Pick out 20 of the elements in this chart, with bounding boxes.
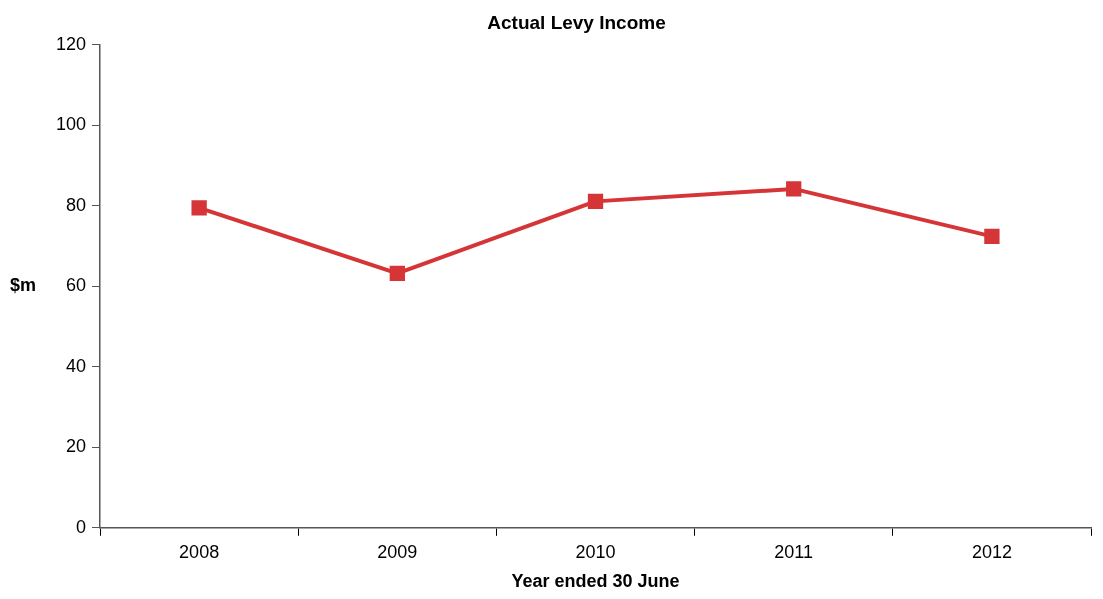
y-tick-label: 60 — [66, 275, 87, 296]
y-tick-label: 20 — [66, 436, 87, 457]
y-axis-title: $m — [10, 275, 37, 296]
point — [984, 228, 1000, 245]
y-tick-label: 80 — [66, 194, 87, 215]
chart-title: Actual Levy Income — [487, 11, 666, 33]
x-axis-title: Year ended 30 June — [511, 571, 680, 592]
y-tick-label: 100 — [55, 114, 87, 135]
x-tick-label: 2012 — [971, 541, 1012, 562]
y-tick-label: 0 — [76, 516, 87, 537]
x-tick-label: 2009 — [377, 541, 418, 562]
y-tick-label: 40 — [66, 355, 87, 376]
x-tick-label: 2010 — [575, 541, 616, 562]
x-tick-label: 2011 — [774, 541, 814, 562]
point — [786, 181, 802, 197]
point — [389, 265, 405, 282]
x-tick-label: 2008 — [179, 541, 220, 562]
point — [587, 193, 604, 210]
point — [191, 200, 207, 216]
y-tick-label: 120 — [55, 33, 87, 54]
